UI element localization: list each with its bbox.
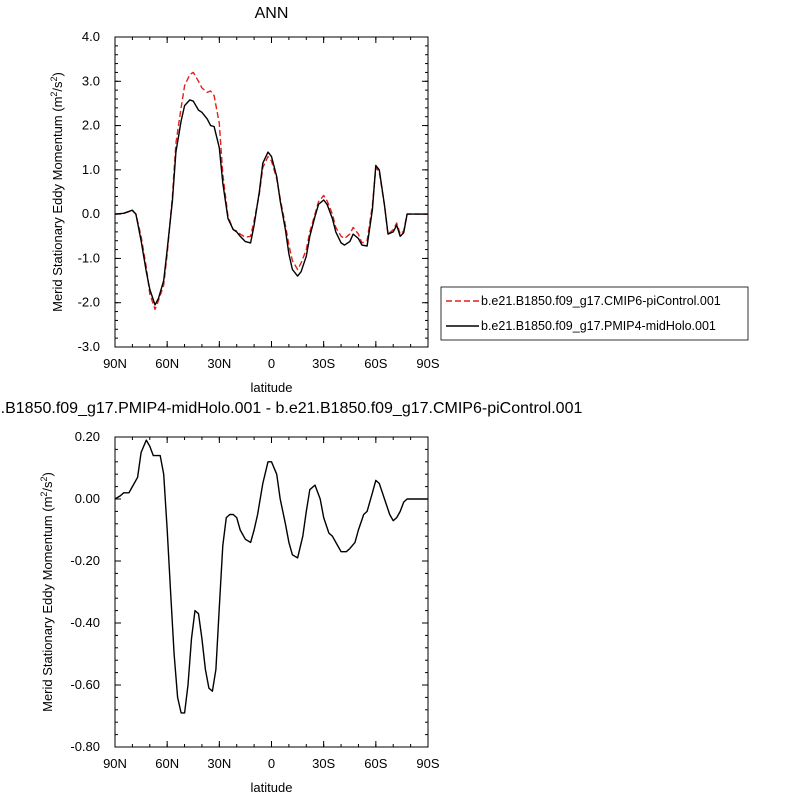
series-line-0: [115, 439, 428, 714]
y-tick-label: -0.20: [70, 553, 100, 568]
x-tick-label: 90N: [103, 356, 127, 371]
y-tick-label: 0.0: [82, 206, 100, 221]
bottom-chart: b.e21.B1850.f09_g17.PMIP4-midHolo.001 - …: [0, 400, 582, 795]
y-tick-label: -0.40: [70, 615, 100, 630]
y-tick-label: -2.0: [78, 295, 100, 310]
top-chart: ANN 90N 60N 30N 0 30S 60S 90S -3.0 -2.0 -1.0 0.0 1.0…: [49, 5, 749, 395]
y-tick-label: -3.0: [78, 339, 100, 354]
x-tick-label: 90S: [416, 356, 439, 371]
y-tick-label: -0.60: [70, 677, 100, 692]
x-tick-label: 60N: [155, 756, 179, 771]
y-tick-label: -1.0: [78, 250, 100, 265]
x-tick-label: 60S: [364, 756, 387, 771]
chart-title: b.e21.B1850.f09_g17.PMIP4-midHolo.001 - …: [0, 400, 582, 417]
y-axis-label: Merid Stationary Eddy Momentum (m2/s2): [39, 472, 55, 712]
x-axis-label: latitude: [251, 380, 293, 395]
x-tick-label: 30S: [312, 356, 335, 371]
x-tick-label: 30N: [207, 356, 231, 371]
x-tick-label: 90S: [416, 756, 439, 771]
x-tick-label: 0: [268, 356, 275, 371]
x-axis-label: latitude: [251, 780, 293, 795]
x-tick-label: 30S: [312, 756, 335, 771]
x-tick-label: 0: [268, 756, 275, 771]
x-tick-label: 30N: [207, 756, 231, 771]
x-tick-label: 60N: [155, 356, 179, 371]
x-tick-label: 60S: [364, 356, 387, 371]
chart-title: ANN: [255, 5, 289, 22]
y-tick-label: 2.0: [82, 118, 100, 133]
plot-frame: [114, 436, 429, 748]
legend: b.e21.B1850.f09_g17.CMIP6-piControl.001b…: [440, 286, 749, 341]
y-tick-label: 0.20: [75, 429, 100, 444]
legend-label-0: b.e21.B1850.f09_g17.CMIP6-piControl.001: [481, 294, 721, 308]
y-tick-label: -0.80: [70, 739, 100, 754]
legend-label-1: b.e21.B1850.f09_g17.PMIP4-midHolo.001: [481, 319, 716, 333]
y-tick-label: 1.0: [82, 162, 100, 177]
y-axis-label: Merid Stationary Eddy Momentum (m2/s2): [49, 72, 65, 312]
y-tick-label: 0.00: [75, 491, 100, 506]
y-tick-label: 3.0: [82, 73, 100, 88]
series-line-0: [115, 71, 428, 311]
plot-frame: [114, 36, 429, 348]
series-line-1: [115, 99, 428, 306]
legend-box: [440, 286, 749, 341]
x-tick-label: 90N: [103, 756, 127, 771]
y-tick-label: 4.0: [82, 29, 100, 44]
